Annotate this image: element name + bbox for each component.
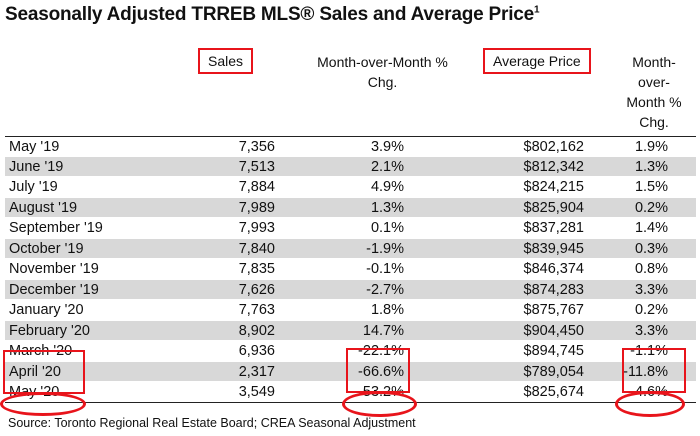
cell-sales: 2,317	[238, 363, 275, 380]
cell-sales-chg: -0.1%	[366, 261, 404, 277]
cell-sales: 7,763	[238, 302, 275, 318]
cell-month: December '19	[9, 281, 99, 298]
cell-price: $894,745	[523, 343, 584, 359]
cell-price-chg: 4.6%	[634, 384, 668, 400]
cell-month: June '19	[9, 158, 64, 175]
cell-month: May '19	[9, 139, 60, 155]
cell-price-chg: 1.9%	[634, 139, 668, 155]
header-sales-label: Sales	[198, 48, 254, 74]
table-title: Seasonally Adjusted TRREB MLS® Sales and…	[5, 4, 540, 25]
cell-month: January '20	[9, 302, 84, 318]
cell-sales-chg: 0.1%	[370, 220, 404, 236]
cell-month: October '19	[9, 240, 84, 257]
header-average-price: Average Price	[483, 48, 591, 74]
table-row: January '20 7,763 1.8% $875,767 0.2%	[5, 300, 696, 321]
cell-price-chg: 0.2%	[634, 199, 668, 216]
header-mom-price-line3: Month %	[626, 94, 682, 110]
cell-sales-chg: -1.9%	[366, 240, 404, 257]
header-average-price-label: Average Price	[483, 48, 591, 74]
cell-price: $824,215	[523, 179, 584, 195]
cell-price: $839,945	[523, 240, 584, 257]
header-sales: Sales	[198, 48, 254, 74]
cell-sales-chg: 1.8%	[370, 302, 404, 318]
sales-price-table: May '19 7,356 3.9% $802,162 1.9% June '19 7,51…	[5, 136, 696, 403]
cell-price-chg: 0.3%	[634, 240, 668, 257]
table-row: April '20 2,317 -66.6% $789,054 -11.8%	[5, 361, 696, 382]
cell-price-chg: 3.3%	[634, 322, 668, 339]
table-row: August '19 7,989 1.3% $825,904 0.2%	[5, 197, 696, 218]
cell-sales: 6,936	[238, 343, 275, 359]
table-row: December '19 7,626 -2.7% $874,283 3.3%	[5, 279, 696, 300]
table-row: March '20 6,936 -22.1% $894,745 -1.1%	[5, 341, 696, 362]
header-mom-sales-line1: Month-over-Month %	[317, 54, 448, 70]
cell-sales-chg: 53.2%	[362, 384, 404, 400]
cell-price-chg: 1.5%	[634, 179, 668, 195]
cell-sales: 7,993	[238, 220, 275, 236]
header-mom-price: Month- over- Month % Chg.	[612, 52, 696, 132]
cell-price: $846,374	[523, 261, 584, 277]
cell-month: February '20	[9, 322, 90, 339]
table-row: October '19 7,840 -1.9% $839,945 0.3%	[5, 238, 696, 259]
table-row: November '19 7,835 -0.1% $846,374 0.8%	[5, 259, 696, 280]
title-footnote-marker: 1	[534, 4, 540, 16]
header-mom-sales-line2: Chg.	[367, 74, 398, 90]
cell-month: November '19	[9, 261, 99, 277]
table-row: July '19 7,884 4.9% $824,215 1.5%	[5, 177, 696, 198]
cell-sales-chg: -2.7%	[366, 281, 404, 298]
cell-price: $825,904	[523, 199, 584, 216]
header-mom-price-line4: Chg.	[639, 114, 669, 130]
cell-sales: 7,840	[238, 240, 275, 257]
cell-sales-chg: 1.3%	[370, 199, 404, 216]
cell-price: $812,342	[523, 158, 584, 175]
header-mom-price-line1: Month-	[632, 54, 676, 70]
table-row: February '20 8,902 14.7% $904,450 3.3%	[5, 320, 696, 341]
cell-month: September '19	[9, 220, 103, 236]
cell-sales: 3,549	[238, 384, 275, 400]
table-row: September '19 7,993 0.1% $837,281 1.4%	[5, 218, 696, 239]
cell-sales: 8,902	[238, 322, 275, 339]
cell-sales: 7,626	[238, 281, 275, 298]
cell-sales-chg: -66.6%	[358, 363, 404, 380]
cell-month: July '19	[9, 179, 58, 195]
cell-price-chg: 1.4%	[634, 220, 668, 236]
cell-price: $802,162	[523, 139, 584, 155]
cell-price: $875,767	[523, 302, 584, 318]
cell-sales-chg: -22.1%	[358, 343, 404, 359]
cell-price-chg: 0.8%	[634, 261, 668, 277]
table-row: June '19 7,513 2.1% $812,342 1.3%	[5, 156, 696, 177]
cell-price: $874,283	[523, 281, 584, 298]
cell-sales-chg: 3.9%	[370, 139, 404, 155]
header-mom-sales: Month-over-Month % Chg.	[300, 52, 465, 92]
table-row: May '19 7,356 3.9% $802,162 1.9%	[5, 136, 696, 157]
cell-sales: 7,989	[238, 199, 275, 216]
table-row: May '20 3,549 53.2% $825,674 4.6%	[5, 382, 696, 403]
cell-price: $789,054	[523, 363, 584, 380]
cell-price-chg: 0.2%	[634, 302, 668, 318]
cell-price: $904,450	[523, 322, 584, 339]
cell-price: $837,281	[523, 220, 584, 236]
cell-month: March '20	[9, 343, 73, 359]
cell-sales: 7,835	[238, 261, 275, 277]
source-note: Source: Toronto Regional Real Estate Boa…	[8, 416, 416, 430]
cell-price: $825,674	[523, 384, 584, 400]
cell-sales-chg: 4.9%	[370, 179, 404, 195]
cell-sales-chg: 14.7%	[362, 322, 404, 339]
cell-price-chg: 1.3%	[634, 158, 668, 175]
cell-price-chg: -11.8%	[623, 363, 668, 380]
cell-price-chg: -1.1%	[630, 343, 668, 359]
cell-price-chg: 3.3%	[634, 281, 668, 298]
cell-sales: 7,513	[238, 158, 275, 175]
header-mom-price-line2: over-	[638, 74, 670, 90]
cell-month: August '19	[9, 199, 78, 216]
cell-sales: 7,884	[238, 179, 275, 195]
cell-sales-chg: 2.1%	[370, 158, 404, 175]
cell-sales: 7,356	[238, 139, 275, 155]
cell-month: April '20	[9, 363, 61, 380]
cell-month: May '20	[9, 384, 60, 400]
